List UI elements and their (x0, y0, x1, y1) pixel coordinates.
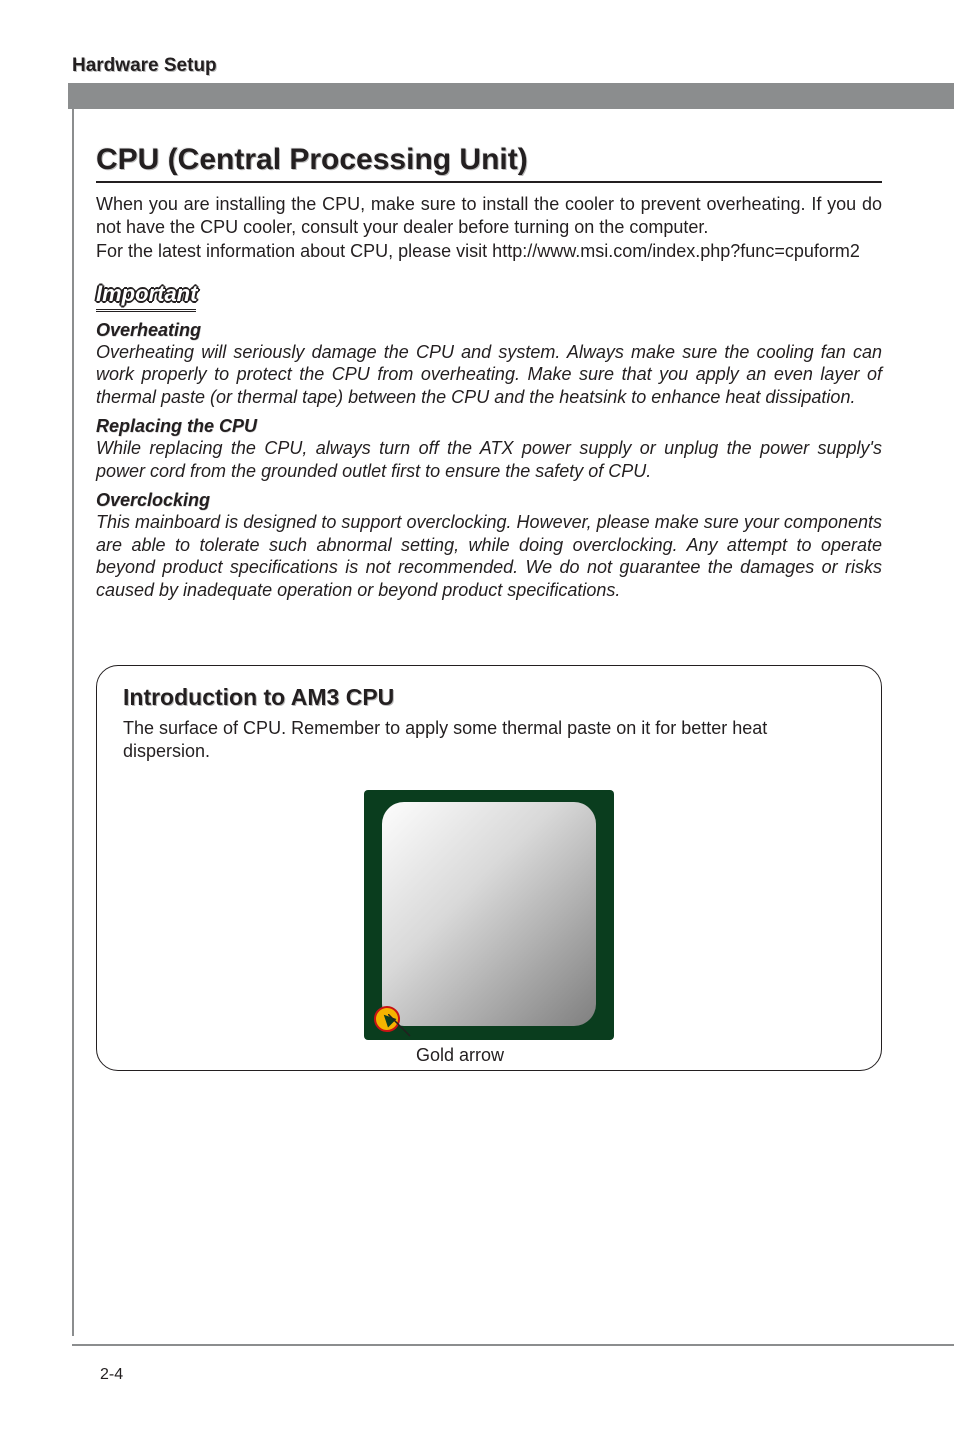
important-callout: Important (96, 281, 882, 312)
intro-am3-card: Introduction to AM3 CPU The surface of C… (96, 665, 882, 1071)
body-overheating: Overheating will seriously damage the CP… (96, 341, 882, 409)
body-replacing: While replacing the CPU, always turn off… (96, 437, 882, 482)
important-underline (96, 309, 196, 312)
content-area: CPU (Central Processing Unit) When you a… (96, 109, 882, 1071)
bottom-rule (72, 1344, 954, 1346)
subhead-overclocking: Overclocking (96, 490, 882, 511)
card-title: Introduction to AM3 CPU (123, 684, 855, 711)
subhead-replacing: Replacing the CPU (96, 416, 882, 437)
subhead-overheating: Overheating (96, 320, 882, 341)
left-rule (72, 90, 74, 1336)
chapter-heading: Hardware Setup (72, 55, 954, 77)
body-overclocking: This mainboard is designed to support ov… (96, 511, 882, 601)
cpu-ihs (382, 802, 596, 1026)
page: Hardware Setup CPU (Central Processing U… (0, 0, 954, 1432)
card-text: The surface of CPU. Remember to apply so… (123, 717, 855, 762)
important-label: Important (96, 281, 197, 309)
intro-paragraph-1: When you are installing the CPU, make su… (96, 193, 882, 238)
header-bar (68, 83, 954, 109)
gold-arrow-label: Gold arrow (416, 1045, 504, 1066)
cpu-figure: Gold arrow (364, 790, 614, 1040)
page-number: 2-4 (100, 1366, 123, 1384)
page-title: CPU (Central Processing Unit) (96, 143, 882, 183)
intro-paragraph-2: For the latest information about CPU, pl… (96, 240, 882, 263)
pointer-line-icon (388, 1014, 418, 1044)
cpu-pcb (364, 790, 614, 1040)
